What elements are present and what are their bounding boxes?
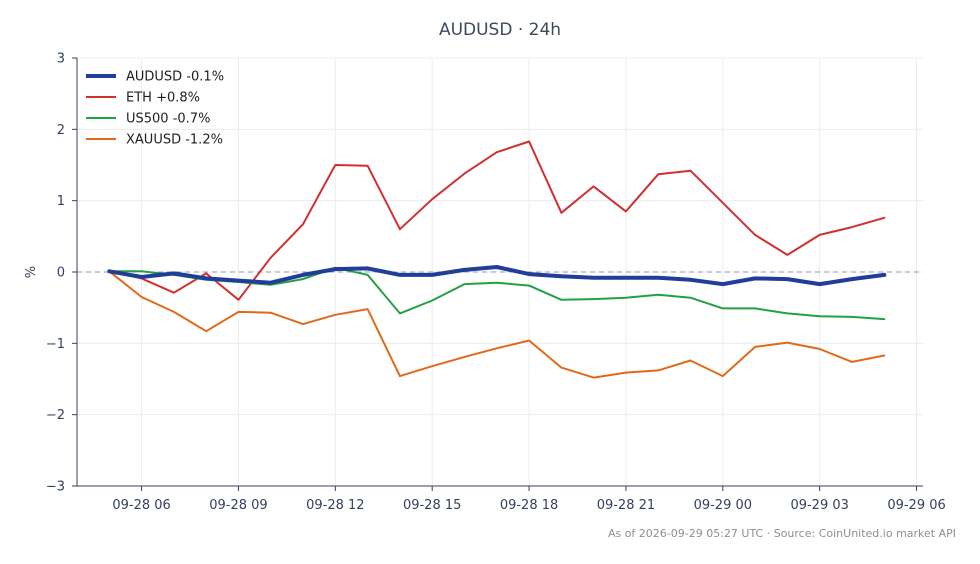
series-line-eth — [108, 140, 886, 301]
legend-label-xauusd: XAUUSD -1.2% — [126, 133, 223, 148]
x-tick-label: 09-28 15 — [403, 498, 461, 513]
chart-title: AUDUSD · 24h — [438, 20, 562, 40]
legend: AUDUSD -0.1% ETH +0.8% US500 -0.7% XAUUSD -… — [86, 70, 224, 148]
x-tick-label: 09-28 06 — [112, 498, 170, 513]
y-axis-label: % — [24, 266, 39, 278]
x-tick-label: 09-29 03 — [790, 498, 848, 513]
x-tick-label: 09-28 18 — [500, 498, 558, 513]
axes: 3 2 1 0 −1 −2 −3 09-28 06 09-28 09 09-28 12 09-28 … — [46, 52, 946, 514]
y-tick-label: −3 — [46, 480, 65, 495]
y-tick-label: 2 — [57, 123, 65, 138]
x-tick-label: 09-28 12 — [306, 498, 364, 513]
source-footer: As of 2026-09-29 05:27 UTC · Source: Coi… — [607, 527, 956, 540]
x-tick-label: 09-28 09 — [209, 498, 267, 513]
series-line-audusd — [107, 265, 887, 287]
series-line-us500 — [108, 266, 886, 321]
x-tick-label: 09-28 21 — [597, 498, 655, 513]
series-line-xauusd — [108, 270, 886, 379]
y-tick-label: 3 — [57, 52, 65, 67]
legend-label-audusd: AUDUSD -0.1% — [126, 70, 224, 85]
series-lines — [107, 140, 887, 379]
legend-label-eth: ETH +0.8% — [126, 91, 200, 106]
y-tick-label: 1 — [57, 194, 65, 209]
y-tick-label: 0 — [57, 266, 65, 281]
y-tick-label: −2 — [46, 408, 65, 423]
y-tick-label: −1 — [46, 337, 65, 352]
x-tick-label: 09-29 06 — [887, 498, 945, 513]
x-tick-label: 09-29 00 — [694, 498, 752, 513]
legend-label-us500: US500 -0.7% — [126, 112, 210, 127]
